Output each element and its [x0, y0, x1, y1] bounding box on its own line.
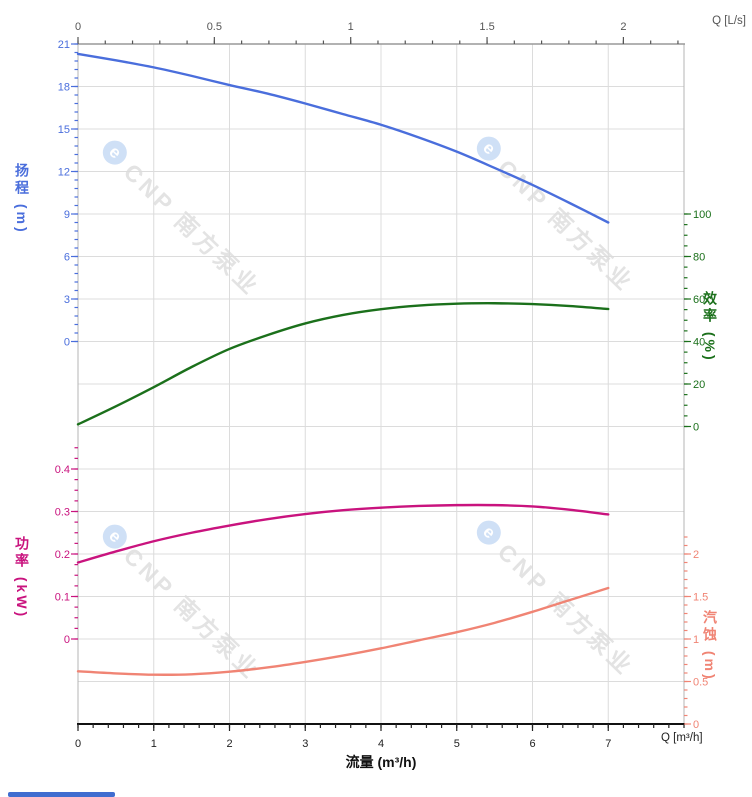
tick-label: 0.3: [55, 507, 70, 519]
tick-label: 4: [378, 738, 384, 750]
tick-label: 0: [693, 422, 699, 434]
head-axis-title: 扬程 (m): [14, 163, 30, 235]
eff-axis: 100 80 60 40 20 0: [684, 209, 711, 434]
top-axis-unit-label: Q [L/s]: [712, 15, 746, 27]
tick-label: 18: [58, 82, 70, 94]
tick-label: 5: [454, 738, 460, 750]
tick-label: 2: [693, 549, 699, 561]
tick-label: 0: [64, 634, 70, 646]
tick-label: 0.5: [693, 677, 708, 689]
gridlines: [78, 44, 684, 724]
tick-label: 7: [605, 738, 611, 750]
power-axis-title: 功率 (kW): [14, 536, 30, 620]
tick-label: 2: [226, 738, 232, 750]
tick-label: 20: [693, 379, 705, 391]
tick-label: 3: [64, 294, 70, 306]
tick-label: 2: [620, 21, 626, 33]
tick-label: 0: [75, 738, 81, 750]
cnp-footer-logo-partial: [8, 792, 115, 797]
tick-label: 12: [58, 167, 70, 179]
efficiency-axis-title: 效率 (%): [702, 291, 718, 363]
top-axis: 0 0.5 1 1.5 2: [75, 21, 679, 44]
power-curve: [76, 503, 610, 564]
tick-label: 1.5: [693, 592, 708, 604]
curves: [76, 52, 610, 676]
tick-label: 3: [302, 738, 308, 750]
bottom-axis-unit-label: Q [m³/h]: [661, 732, 703, 744]
bottom-axis: 0 1 2 3 4 5 6 7: [75, 724, 685, 750]
tick-label: 9: [64, 209, 70, 221]
tick-label: 0.5: [207, 21, 222, 33]
tick-label: 80: [693, 252, 705, 264]
tick-label: 6: [64, 252, 70, 264]
tick-label: 0: [75, 21, 81, 33]
eff-curve: [76, 302, 610, 426]
tick-label: 0.4: [55, 464, 70, 476]
tick-label: 1.5: [479, 21, 494, 33]
tick-label: 0.2: [55, 549, 70, 561]
tick-label: 40: [693, 337, 705, 349]
x-axis-title: 流量 (m³/h): [345, 754, 417, 770]
tick-label: 15: [58, 124, 70, 136]
npsh-axis-title: 汽蚀 (m): [702, 610, 718, 682]
tick-label: 1: [151, 738, 157, 750]
npsh-axis: 2 1.5 1 0.5 0: [684, 536, 708, 731]
tick-label: 100: [693, 209, 711, 221]
tick-label: 21: [58, 39, 70, 51]
power-axis: 0.4 0.3 0.2 0.1 0: [55, 447, 78, 646]
tick-label: 0: [64, 337, 70, 349]
tick-label: 0: [693, 719, 699, 731]
head-axis: 21 18 15 12 9 6 3 0: [58, 39, 78, 349]
tick-label: 0.1: [55, 592, 70, 604]
npsh-curve: [76, 586, 610, 676]
tick-label: 6: [529, 738, 535, 750]
tick-label: 1: [693, 634, 699, 646]
head-curve: [76, 52, 610, 224]
tick-label: 60: [693, 294, 705, 306]
tick-label: 1: [348, 21, 354, 33]
